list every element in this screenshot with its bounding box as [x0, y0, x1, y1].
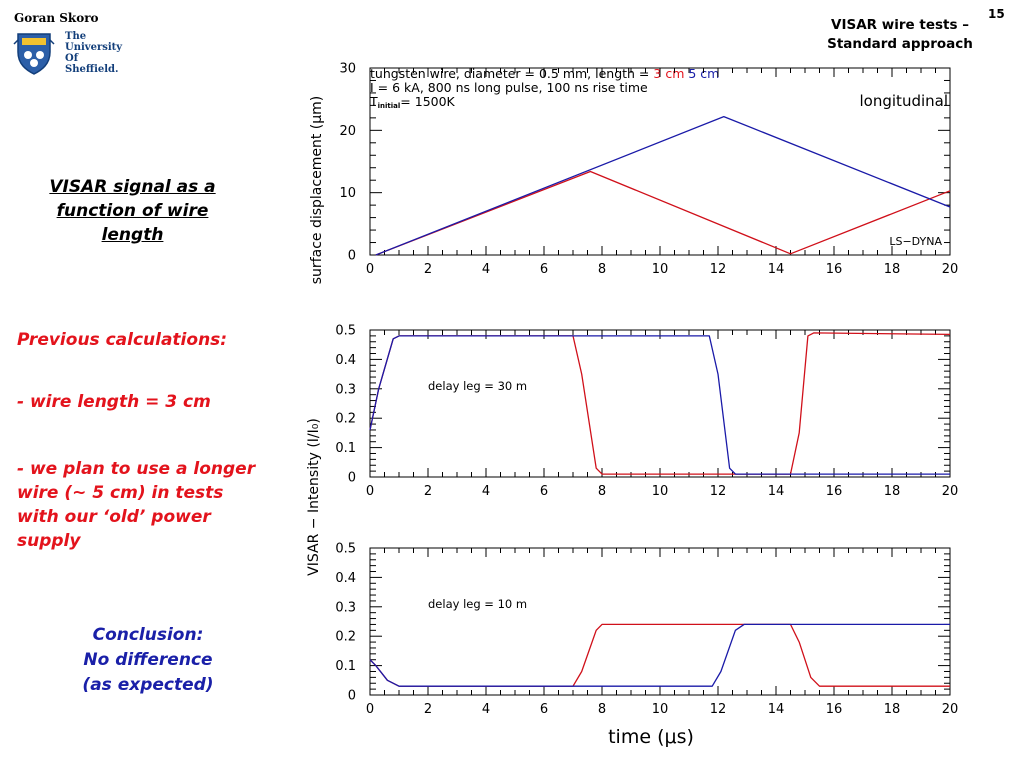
series-line-5-cm [369, 623, 950, 687]
x-tick-label: 12 [710, 262, 727, 277]
bullet-line: supply [17, 531, 81, 551]
y-tick-label: 0 [348, 689, 356, 704]
x-tick-label: 4 [482, 484, 490, 499]
x-tick-label: 16 [826, 262, 843, 277]
bullet-line: - we plan to use a longer [17, 459, 256, 479]
section-heading: VISAR signal as a function of wire lengt… [14, 175, 251, 247]
heading-line: length [101, 225, 164, 245]
chart2-frame [369, 329, 951, 478]
x-tick-label: 14 [768, 484, 785, 499]
chart1-annotation-line2: I = 6 kA, 800 ns long pulse, 100 ns rise… [370, 80, 648, 95]
x-tick-label: 18 [884, 262, 901, 277]
x-tick-label: 10 [652, 262, 669, 277]
y-tick-label: 0 [348, 471, 356, 486]
y-tick-label: 0.3 [335, 382, 356, 397]
x-tick-label: 4 [482, 262, 490, 277]
x-tick-label: 6 [540, 702, 548, 717]
chart3-xlabel: time (μs) [608, 726, 694, 748]
x-tick-label: 6 [540, 262, 548, 277]
university-line: Sheffield. [65, 64, 119, 75]
x-tick-label: 16 [826, 702, 843, 717]
chart3-annotation: delay leg = 10 m [428, 597, 527, 611]
chart1-ylabel: surface displacement (μm) [309, 96, 325, 284]
x-tick-label: 18 [884, 484, 901, 499]
x-tick-label: 6 [540, 484, 548, 499]
series-line-3-cm [375, 170, 951, 256]
heading-line: VISAR signal as a [49, 177, 216, 197]
x-tick-label: 8 [598, 262, 606, 277]
wire-length-bullet: - wire length = 3 cm [17, 392, 211, 412]
conclusion-block: Conclusion: No difference (as expected) [40, 623, 256, 698]
y-tick-label: 0.3 [335, 600, 356, 615]
x-tick-label: 16 [826, 484, 843, 499]
x-tick-label: 12 [710, 702, 727, 717]
y-tick-label: 0.2 [335, 630, 356, 645]
x-tick-label: 12 [710, 484, 727, 499]
longer-wire-bullet: - we plan to use a longer wire (~ 5 cm) … [17, 457, 307, 553]
university-crest-logo [13, 33, 55, 75]
y-tick-label: 0.5 [335, 324, 356, 339]
y-tick-label: 0 [348, 249, 356, 264]
x-tick-label: 10 [652, 484, 669, 499]
series-line-5-cm [375, 115, 951, 256]
heading-line: function of wire [56, 201, 209, 221]
slide-title: VISAR wire tests – Standard approach [790, 16, 1010, 54]
conclusion-line: No difference [83, 650, 213, 670]
university-line: University [65, 42, 123, 53]
x-tick-label: 2 [424, 262, 432, 277]
y-tick-label: 0.2 [335, 412, 356, 427]
x-tick-label: 2 [424, 484, 432, 499]
university-line: The [65, 31, 87, 42]
x-tick-label: 8 [598, 702, 606, 717]
series-line-3-cm [369, 623, 950, 687]
chart1-annotation-line3: Tinitial= 1500K [369, 94, 456, 110]
bullet-line: wire (~ 5 cm) in tests [17, 483, 224, 503]
ls-dyna-label: LS−DYNA [889, 235, 942, 248]
x-tick-label: 20 [942, 484, 959, 499]
conclusion-line: Conclusion: [92, 625, 204, 645]
x-tick-label: 14 [768, 262, 785, 277]
y-tick-label: 30 [339, 62, 356, 77]
university-name: The University Of Sheffield. [65, 31, 122, 75]
x-tick-label: 0 [366, 702, 374, 717]
slide-title-line: Standard approach [827, 36, 973, 52]
x-tick-label: 2 [424, 702, 432, 717]
x-tick-label: 8 [598, 484, 606, 499]
x-tick-label: 20 [942, 262, 959, 277]
x-tick-label: 0 [366, 262, 374, 277]
y-tick-label: 20 [339, 124, 356, 139]
x-tick-label: 18 [884, 702, 901, 717]
chart2-annotation: delay leg = 30 m [428, 379, 527, 393]
y-tick-label: 0.5 [335, 542, 356, 557]
y-tick-label: 0.4 [335, 571, 356, 586]
previous-calculations-label: Previous calculations: [17, 330, 228, 350]
y-tick-label: 10 [339, 186, 356, 201]
x-tick-label: 10 [652, 702, 669, 717]
longitudinal-label: longitudinal [860, 92, 948, 110]
slide-title-line: VISAR wire tests – [831, 17, 969, 33]
shared-ylabel: VISAR − Intensity (I/I₀) [306, 418, 322, 576]
slide-number: 15 [988, 7, 1005, 21]
y-tick-label: 0.4 [335, 353, 356, 368]
bullet-line: with our ‘old’ power [17, 507, 211, 527]
chart1-annotation-line1: tungsten wire, diameter = 0.5 mm, length… [370, 66, 719, 81]
university-line: Of [65, 53, 79, 64]
y-tick-label: 0.1 [335, 441, 356, 456]
author-name: Goran Skoro [14, 11, 99, 25]
x-tick-label: 4 [482, 702, 490, 717]
conclusion-line: (as expected) [82, 675, 214, 695]
y-tick-label: 0.1 [335, 659, 356, 674]
x-tick-label: 20 [942, 702, 959, 717]
chart3-frame [369, 547, 951, 696]
series-line-5-cm [369, 335, 950, 475]
series-line-3-cm [369, 332, 951, 475]
x-tick-label: 14 [768, 702, 785, 717]
x-tick-label: 0 [366, 484, 374, 499]
